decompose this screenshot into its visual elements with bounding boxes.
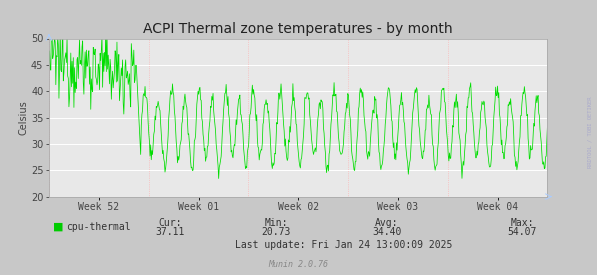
Text: ■: ■	[53, 222, 63, 232]
Text: 34.40: 34.40	[372, 227, 402, 237]
Text: Max:: Max:	[510, 218, 534, 228]
Text: Min:: Min:	[264, 218, 288, 228]
Text: cpu-thermal: cpu-thermal	[66, 222, 130, 232]
Text: 54.07: 54.07	[507, 227, 537, 237]
Text: RRDTOOL / TOBI OETIKER: RRDTOOL / TOBI OETIKER	[587, 96, 592, 168]
Text: Avg:: Avg:	[375, 218, 399, 228]
Text: 37.11: 37.11	[155, 227, 185, 237]
Title: ACPI Thermal zone temperatures - by month: ACPI Thermal zone temperatures - by mont…	[143, 22, 453, 36]
Text: Cur:: Cur:	[158, 218, 182, 228]
Text: Last update: Fri Jan 24 13:00:09 2025: Last update: Fri Jan 24 13:00:09 2025	[235, 240, 452, 250]
Y-axis label: Celsius: Celsius	[18, 100, 28, 135]
Text: 20.73: 20.73	[261, 227, 291, 237]
Text: Munin 2.0.76: Munin 2.0.76	[269, 260, 328, 269]
